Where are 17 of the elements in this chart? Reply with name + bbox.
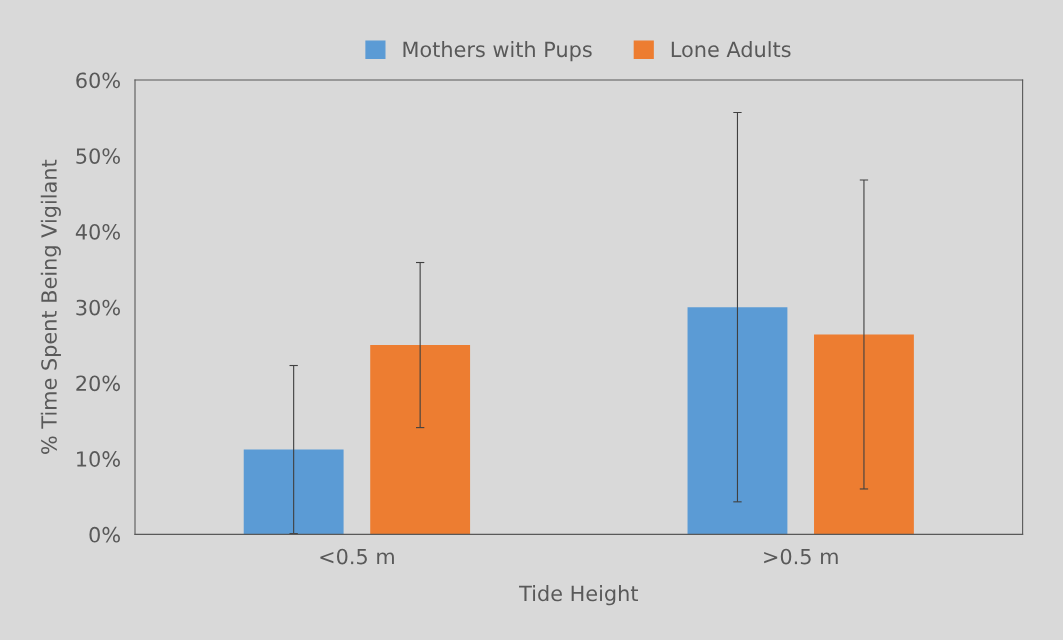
y-tick-label: 0%	[89, 526, 120, 543]
y-axis-title: % Time Spent Being Vigilant	[40, 159, 61, 454]
legend-label: Mothers with Pups	[403, 41, 592, 62]
bar	[243, 449, 344, 535]
bar	[687, 307, 788, 535]
x-tick-label: >0.5 m	[764, 548, 838, 565]
y-tick-label: 50%	[76, 148, 120, 164]
bar	[370, 345, 471, 535]
x-tick-label: <0.5 m	[320, 548, 394, 565]
bar	[814, 334, 914, 535]
y-tick-label: 60%	[76, 72, 120, 89]
x-axis-title: Tide Height	[519, 585, 638, 606]
y-tick-label: 10%	[77, 451, 120, 467]
y-tick-label: 20%	[76, 375, 120, 392]
y-tick-label: 40%	[75, 223, 120, 240]
y-tick-label: 30%	[76, 299, 120, 316]
legend-label: Lone Adults	[671, 41, 791, 58]
